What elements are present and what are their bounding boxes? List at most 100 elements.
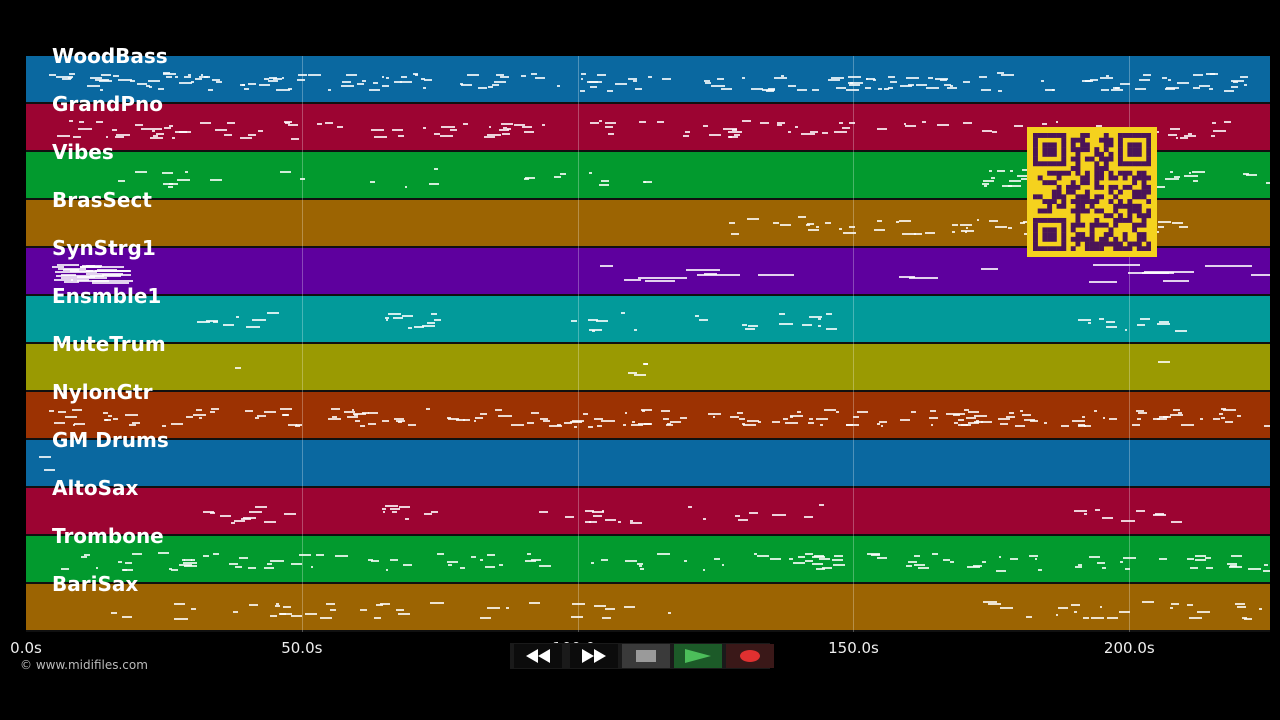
midi-note [814,555,825,558]
midi-note [288,124,298,127]
midi-note [899,220,911,223]
midi-note [182,559,185,562]
midi-note [709,133,721,136]
midi-note [353,413,367,416]
midi-note [495,74,504,77]
midi-note [965,227,969,230]
midi-note [538,565,552,568]
midi-note [662,78,672,81]
midi-note [1167,133,1177,136]
midi-note [175,76,179,79]
midi-note [1230,86,1239,89]
midi-note [877,87,883,90]
midi-note [806,222,814,225]
midi-note [835,410,840,413]
time-tick-label: 150.0s [828,639,879,657]
track-label: SynStrg1 [52,236,156,260]
midi-note [585,520,598,523]
midi-note [1010,558,1018,561]
midi-note [874,229,885,232]
midi-note [666,422,672,425]
midi-note [369,181,376,184]
midi-note [1168,79,1172,82]
midi-note [1119,82,1130,85]
midi-note [456,418,466,421]
midi-note [634,373,646,376]
midi-note [641,410,646,413]
midi-note [639,120,646,123]
midi-note [787,84,797,87]
midi-note [480,412,488,415]
midi-note [275,605,280,608]
midi-note [434,132,440,135]
midi-note [171,568,179,571]
midi-note [587,425,594,428]
track-lane [26,392,1270,438]
midi-note [116,133,130,136]
midi-note [1088,281,1117,284]
midi-note [1120,520,1135,523]
midi-note [450,128,458,131]
midi-note [744,327,756,330]
midi-note [235,566,243,569]
midi-note [209,410,215,413]
midi-note [284,120,292,123]
track-separator [26,198,1270,200]
midi-note [118,180,125,183]
midi-note [913,563,925,566]
midi-note [169,125,174,128]
midi-note [219,515,232,518]
midi-note [183,558,193,561]
midi-note [68,73,76,76]
midi-note [1236,606,1246,609]
midi-note [426,408,430,411]
midi-note [1019,222,1025,225]
midi-note [959,224,972,227]
midi-note [1175,137,1179,140]
midi-note [996,569,1007,572]
midi-note [1157,220,1171,223]
midi-note [685,268,720,271]
midi-note [135,170,147,173]
midi-note [812,88,819,91]
midi-note [433,319,441,322]
midi-note [401,75,408,78]
midi-note [732,128,738,131]
midi-note [247,82,257,85]
midi-note [593,515,603,518]
midi-note [269,614,277,617]
midi-note [772,420,781,423]
record-button[interactable] [726,644,774,668]
midi-note [280,408,292,411]
midi-note [571,319,577,322]
midi-note [623,278,642,281]
midi-note [1242,616,1248,619]
rewind-button[interactable] [514,644,562,668]
track-lane [26,56,1270,102]
midi-note [723,127,738,130]
midi-note [998,556,1001,559]
stop-button[interactable] [622,644,670,668]
midi-note [244,88,249,91]
midi-note [808,315,822,318]
midi-note [1196,611,1211,614]
play-button[interactable] [674,644,722,668]
midi-note [580,89,585,92]
midi-note [1211,135,1215,138]
midi-note [184,75,192,78]
midi-note [1090,78,1099,81]
midi-note [785,422,798,425]
fast-forward-button[interactable] [570,644,618,668]
midi-note [423,86,426,89]
midi-note [382,508,386,511]
midi-note [1142,73,1152,76]
midi-note [1247,568,1261,571]
midi-note [397,135,405,138]
midi-note [753,552,758,555]
midi-note [633,328,638,331]
midi-note [112,417,119,420]
midi-note [816,226,819,229]
midi-note [832,559,844,562]
midi-note [1015,424,1025,427]
midi-note [446,560,458,563]
